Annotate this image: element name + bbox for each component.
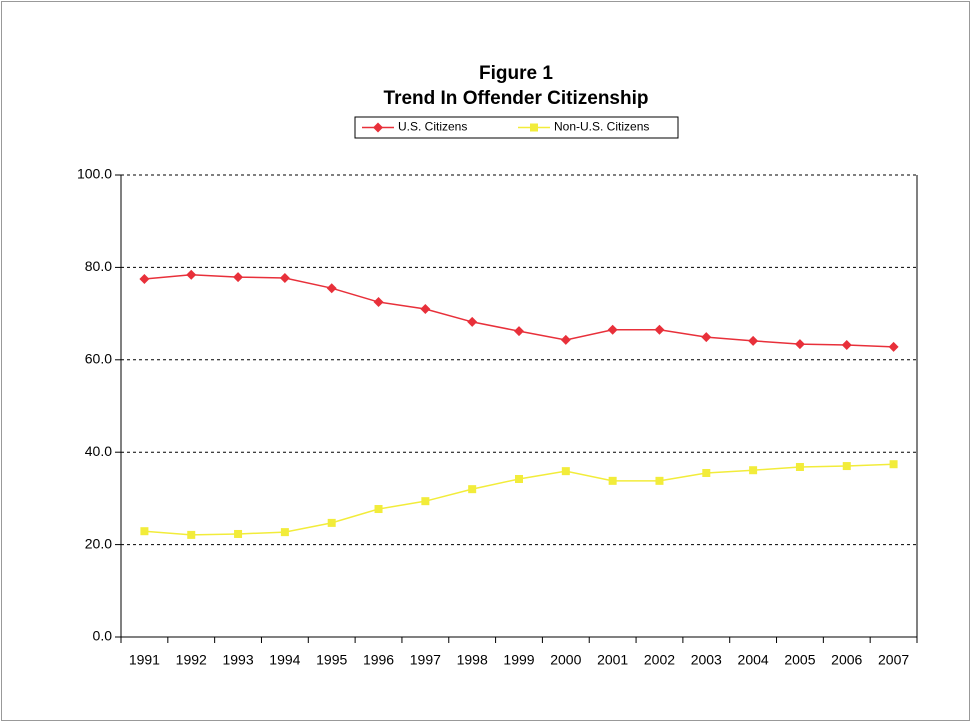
x-tick-label: 2001 bbox=[597, 652, 628, 668]
marker bbox=[468, 485, 477, 494]
legend-marker bbox=[373, 122, 383, 133]
marker bbox=[514, 326, 524, 337]
marker bbox=[608, 476, 617, 485]
y-tick-label: 20.0 bbox=[85, 535, 112, 551]
marker bbox=[560, 334, 571, 345]
marker bbox=[889, 460, 898, 469]
marker bbox=[794, 339, 805, 350]
marker bbox=[233, 272, 244, 283]
marker bbox=[327, 518, 336, 527]
marker bbox=[654, 324, 665, 335]
x-tick-label: 1993 bbox=[222, 652, 253, 668]
x-tick-label: 2005 bbox=[784, 652, 815, 668]
x-tick-label: 1995 bbox=[316, 652, 347, 668]
marker bbox=[139, 273, 150, 284]
legend-label: Non-U.S. Citizens bbox=[554, 120, 649, 134]
marker bbox=[420, 303, 431, 314]
x-tick-label: 1992 bbox=[176, 652, 207, 668]
marker bbox=[374, 505, 383, 514]
x-tick-label: 1991 bbox=[129, 652, 160, 668]
marker bbox=[888, 341, 899, 352]
y-tick-label: 40.0 bbox=[85, 443, 112, 459]
x-tick-label: 1994 bbox=[269, 652, 300, 668]
legend-label: U.S. Citizens bbox=[398, 120, 467, 134]
y-tick-label: 100.0 bbox=[77, 166, 112, 182]
x-tick-label: 1997 bbox=[410, 652, 441, 668]
x-tick-label: 2004 bbox=[738, 652, 769, 668]
marker bbox=[748, 335, 759, 346]
x-tick-label: 1998 bbox=[457, 652, 488, 668]
x-tick-label: 1999 bbox=[503, 652, 534, 668]
marker bbox=[467, 316, 478, 327]
marker bbox=[234, 529, 243, 538]
marker bbox=[186, 269, 197, 280]
x-tick-label: 2000 bbox=[550, 652, 581, 668]
x-tick-label: 2002 bbox=[644, 652, 675, 668]
marker bbox=[655, 476, 664, 485]
marker bbox=[795, 462, 804, 471]
marker bbox=[515, 474, 523, 483]
chart-subtitle: Trend In Offender Citizenship bbox=[384, 88, 649, 109]
x-tick-label: 2006 bbox=[831, 652, 862, 668]
marker bbox=[326, 283, 337, 294]
marker bbox=[279, 273, 290, 284]
x-tick-label: 1996 bbox=[363, 652, 394, 668]
marker bbox=[842, 462, 851, 471]
marker bbox=[373, 297, 384, 308]
marker bbox=[187, 530, 196, 539]
marker bbox=[749, 466, 758, 475]
y-tick-label: 0.0 bbox=[93, 628, 113, 644]
legend-marker bbox=[530, 123, 538, 132]
marker bbox=[701, 332, 712, 343]
marker bbox=[561, 467, 570, 476]
legend-box bbox=[354, 116, 679, 139]
marker bbox=[607, 324, 618, 335]
marker bbox=[140, 527, 149, 536]
marker bbox=[421, 497, 430, 506]
marker bbox=[841, 340, 852, 351]
x-tick-label: 2007 bbox=[878, 652, 909, 668]
marker bbox=[702, 468, 711, 477]
y-tick-label: 60.0 bbox=[85, 351, 112, 367]
marker bbox=[280, 528, 289, 537]
y-tick-label: 80.0 bbox=[85, 258, 112, 274]
chart-title: Figure 1 bbox=[479, 63, 553, 84]
x-tick-label: 2003 bbox=[691, 652, 722, 668]
